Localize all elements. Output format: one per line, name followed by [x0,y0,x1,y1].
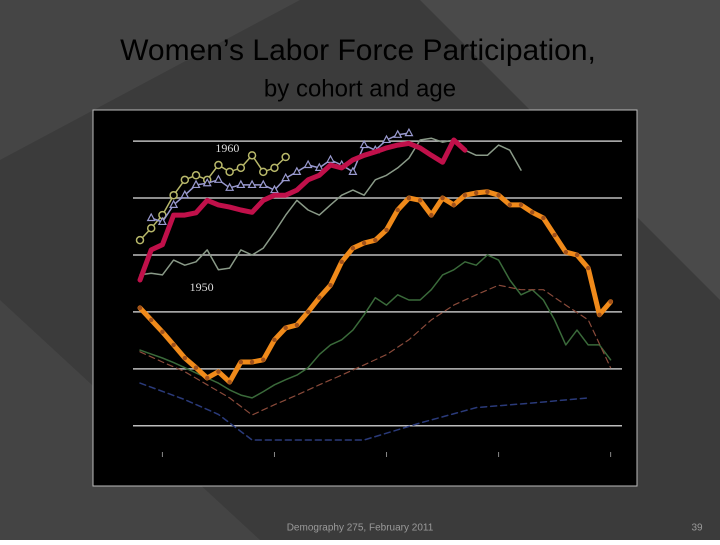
point [429,212,434,218]
point [272,337,277,343]
point [417,198,423,203]
background-shape [0,0,300,160]
annotation: 1950 [190,280,214,294]
point [180,175,190,185]
plot-area: 1960 1950 [133,127,622,457]
point [395,207,400,213]
point [294,322,300,328]
point [191,171,201,180]
point [597,312,602,317]
point [462,192,468,198]
point [216,369,221,374]
point [406,195,412,201]
point [225,167,234,177]
annotation: 1960 [215,141,239,155]
point [305,309,311,315]
series-line [139,284,612,416]
point [249,359,255,365]
point [202,177,212,187]
point [259,167,268,177]
point [384,227,389,233]
point [563,249,569,255]
point [169,190,178,200]
point [157,216,167,226]
point [238,359,244,365]
point [205,375,210,381]
point [258,179,268,189]
point [473,190,479,196]
point [393,129,403,138]
point [451,202,456,208]
point [359,139,369,149]
point [317,295,322,300]
point [270,163,279,173]
point [149,317,154,323]
point [281,172,291,182]
point [236,179,246,189]
point [135,235,145,245]
point [269,184,279,194]
point [227,379,232,385]
point [518,202,524,208]
point [350,245,356,251]
page-number: 39 [691,523,703,534]
point [314,162,324,171]
point [281,152,290,162]
point [303,159,313,169]
point [182,355,188,361]
point [373,237,378,243]
point [586,265,591,271]
point [440,195,445,201]
point [608,299,613,304]
point [574,252,580,258]
chart-frame [92,109,638,487]
point [236,163,246,173]
point [339,259,344,265]
point [552,232,557,238]
point [485,189,490,194]
point [214,160,223,170]
series-line [139,382,589,441]
point [348,166,358,175]
point [169,199,179,208]
point [146,212,156,222]
footer: Demography 275, February 2011 [287,523,434,534]
point [328,282,333,288]
point [213,174,223,183]
point [361,240,367,246]
point [541,215,546,221]
point [160,329,165,335]
point [529,210,535,215]
series-line [137,137,468,283]
point [146,223,156,233]
point [382,134,392,144]
point [283,325,288,331]
slide-title: Women’s Labor Force Participation, [120,34,596,67]
point [325,154,336,163]
point [171,342,176,348]
point [225,182,235,191]
slide-subtitle: by cohort and age [264,75,456,102]
point [496,192,501,198]
point [180,189,190,199]
point [507,202,512,208]
point [193,365,199,370]
point [292,166,302,175]
point [137,305,143,311]
point [247,151,257,160]
point [247,179,257,189]
point [261,357,266,362]
point [404,127,414,137]
point [191,179,201,189]
